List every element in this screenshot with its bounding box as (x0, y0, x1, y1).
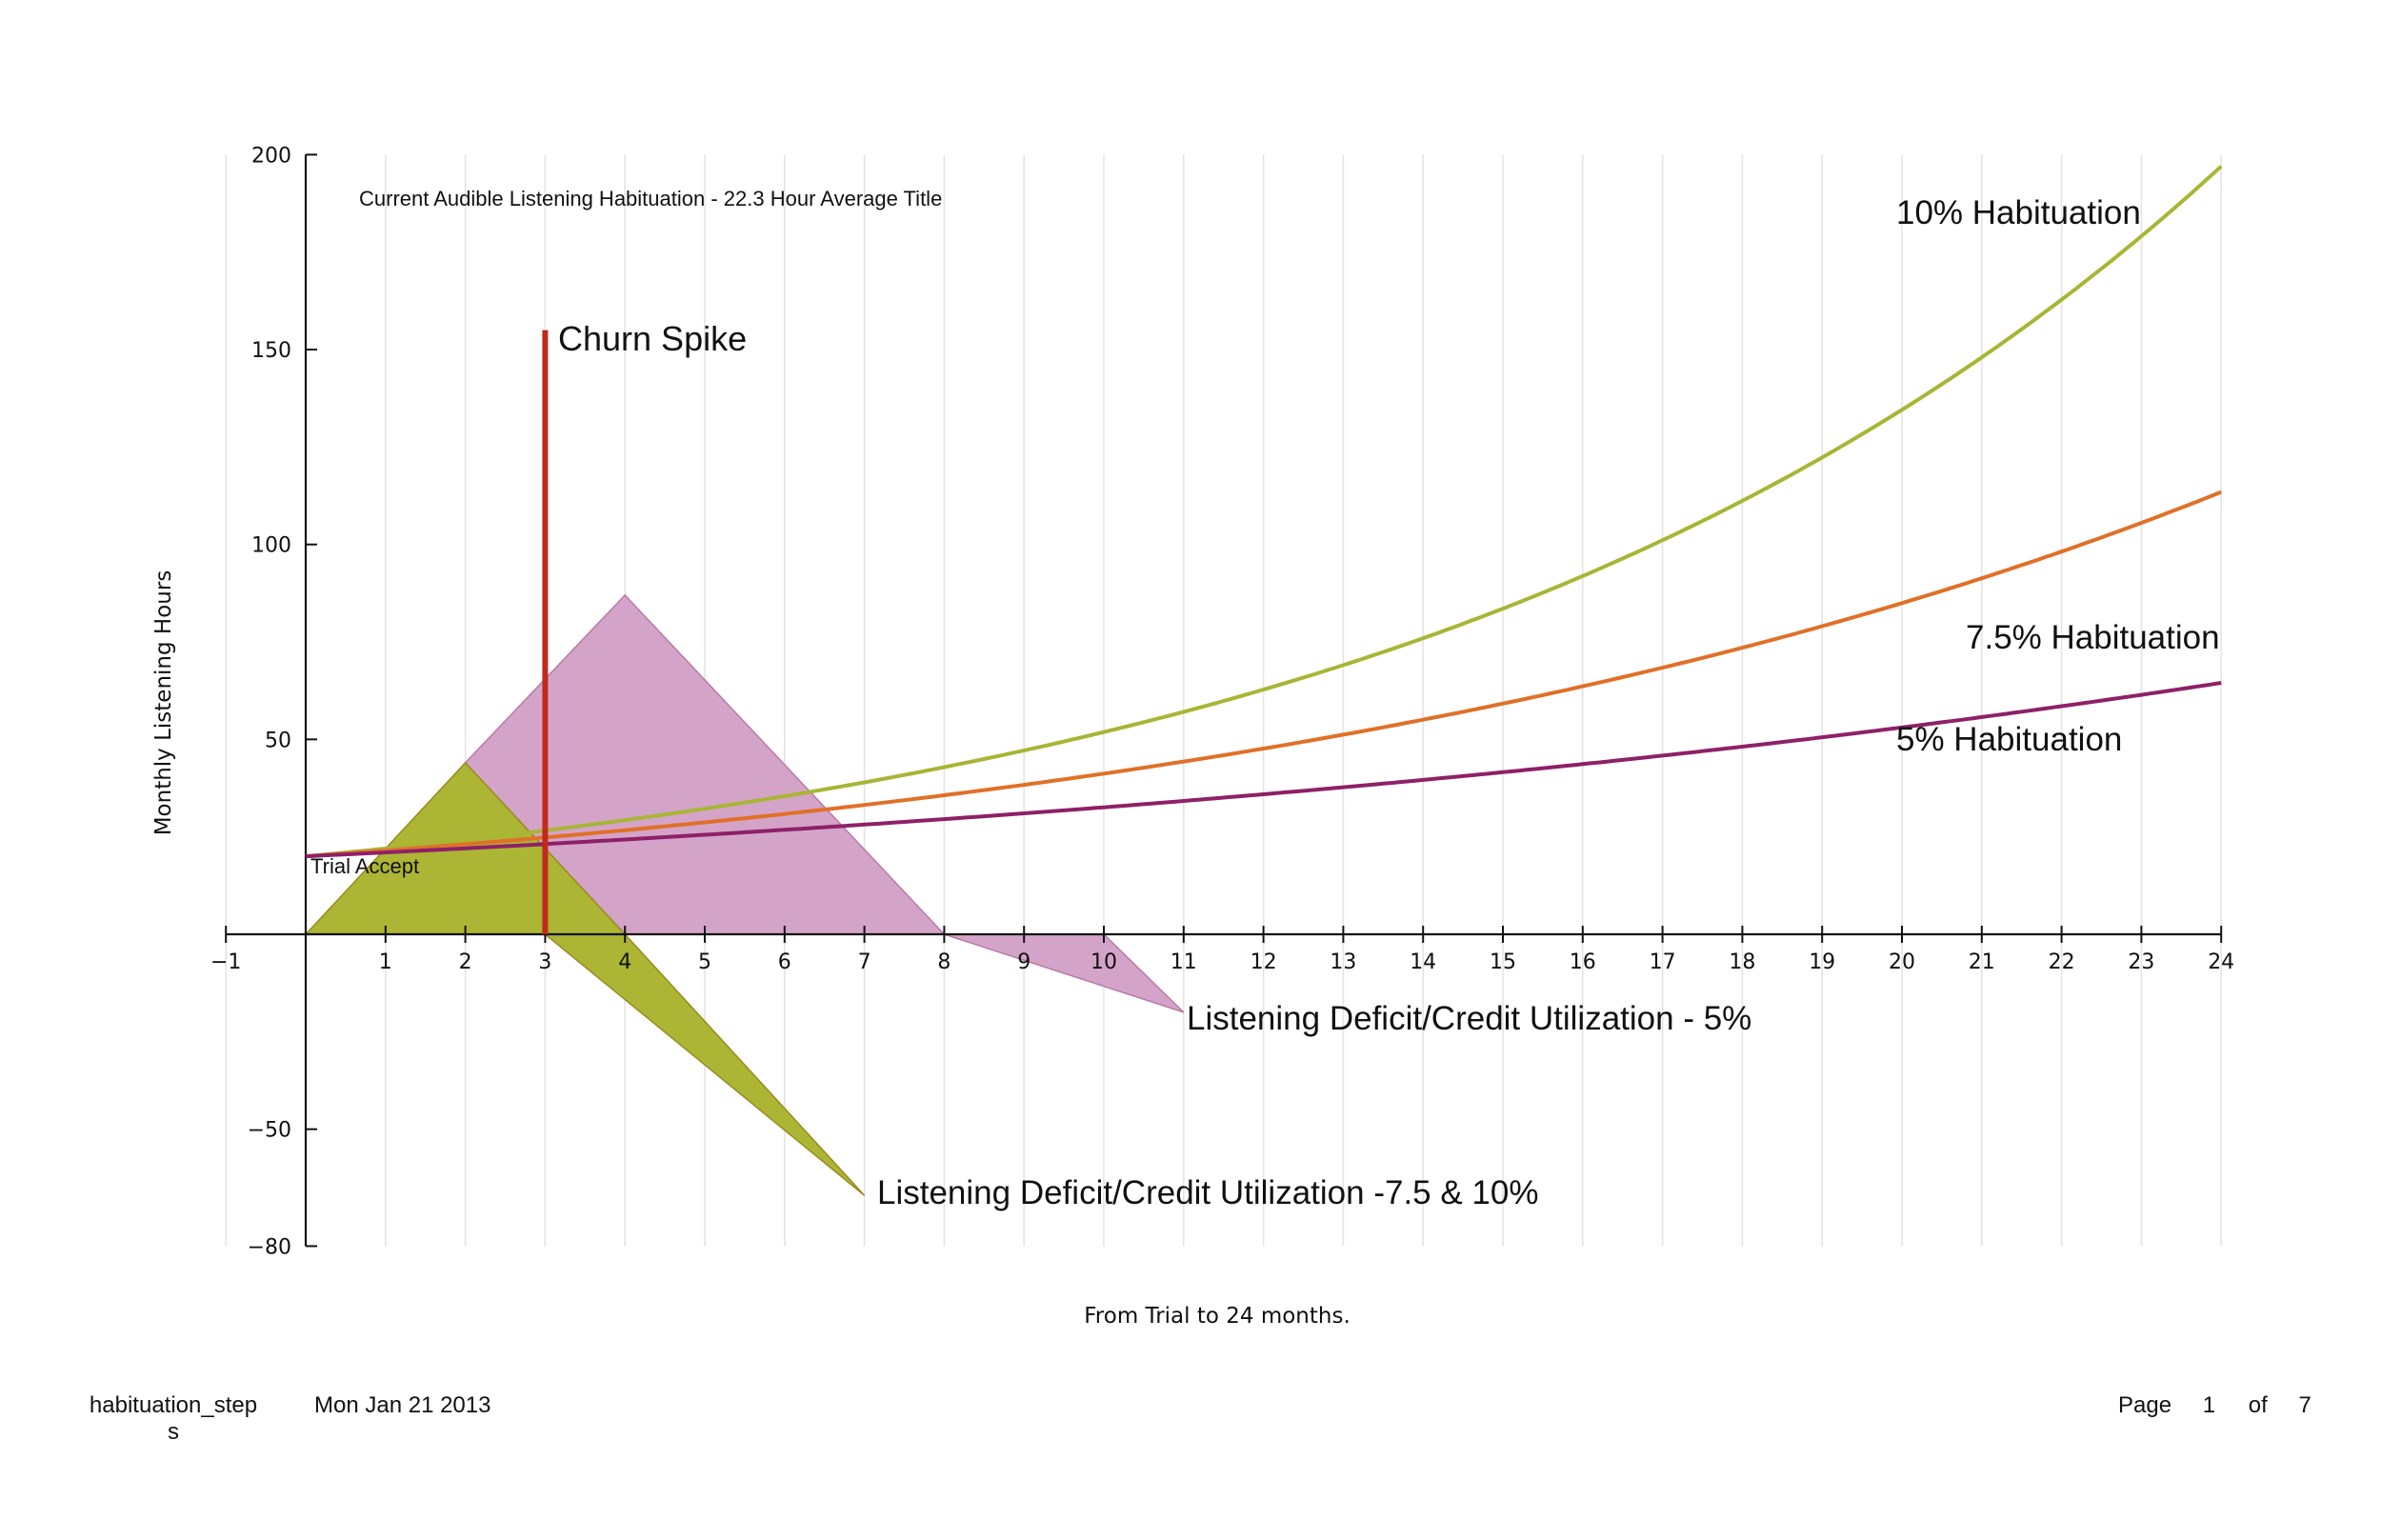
x-tick-label: 3 (538, 950, 551, 974)
y-tick-label: 100 (251, 534, 291, 558)
footer-filename: habituation_step s (88, 1392, 259, 1446)
x-tick-label: 10 (1090, 950, 1117, 974)
x-tick-label: 13 (1330, 950, 1356, 974)
y-tick-label: −80 (248, 1235, 291, 1259)
churn-spike-label: Churn Spike (558, 319, 747, 358)
x-tick-label: 11 (1170, 950, 1197, 974)
x-tick-label: 19 (1809, 950, 1835, 974)
x-tick-label: 1 (379, 950, 392, 974)
grid-lines (225, 154, 2222, 1247)
x-tick-label: −1 (210, 950, 241, 974)
y-tick-label: 150 (251, 339, 291, 363)
footer-filename-line1: habituation_step (89, 1392, 258, 1418)
y-tick-label: 200 (251, 144, 291, 168)
x-tick-label: 5 (698, 950, 711, 974)
series-line-5pct (305, 681, 2222, 859)
y-tick-label: 50 (265, 729, 291, 752)
x-tick-label: 8 (937, 950, 950, 974)
x-tick-label: 18 (1729, 950, 1755, 974)
footer-page-indicator: Page 1 of 7 (2118, 1392, 2311, 1419)
x-tick-label: 17 (1650, 950, 1676, 974)
x-axis-title: From Trial to 24 months. (1084, 1304, 1351, 1329)
series-line-10pct (305, 165, 2223, 859)
x-tick-label: 23 (2128, 950, 2154, 974)
axes (225, 153, 2223, 1248)
trial-accept-label: Trial Accept (310, 854, 419, 878)
page-current: 1 (2202, 1392, 2216, 1418)
x-tick-label: 21 (1969, 950, 1995, 974)
series-line-7-5pct (305, 490, 2222, 859)
labels: −1 1 2 3 4 5 6 7 8 9 10 11 12 13 14 15 16 17 18 19 20 21 22 23 2… (210, 144, 2234, 1259)
habituation-series (305, 165, 2223, 934)
area-label-7-5-10pct: Listening Deficit/Credit Utilization -7.… (877, 1174, 1538, 1211)
y-tick-label: −50 (248, 1119, 291, 1143)
series-label-10pct: 10% Habituation (1896, 194, 2141, 231)
x-tick-label: 14 (1410, 950, 1436, 974)
series-label-7-5pct: 7.5% Habituation (1966, 619, 2220, 656)
x-tick-label: 20 (1889, 950, 1915, 974)
series-label-5pct: 5% Habituation (1896, 721, 2122, 758)
page-of: of (2248, 1392, 2268, 1418)
x-tick-label: 22 (2049, 950, 2075, 974)
x-tick-label: 7 (858, 950, 871, 974)
x-tick-label: 9 (1017, 950, 1030, 974)
y-axis-title: Monthly Listening Hours (151, 570, 176, 836)
x-tick-label: 4 (618, 950, 631, 974)
deficit-areas (304, 593, 1185, 1196)
x-tick-label: 16 (1570, 950, 1596, 974)
page-total: 7 (2298, 1392, 2311, 1418)
page-label: Page (2118, 1392, 2172, 1418)
chart-title: Current Audible Listening Habituation - … (359, 187, 942, 210)
x-tick-label: 15 (1490, 950, 1516, 974)
x-tick-label: 12 (1251, 950, 1277, 974)
footer-filename-line2: s (168, 1419, 179, 1445)
x-tick-label: 24 (2208, 950, 2234, 974)
footer-date: Mon Jan 21 2013 (314, 1392, 491, 1418)
x-tick-label: 2 (459, 950, 472, 974)
x-tick-label: 6 (778, 950, 791, 974)
area-label-5pct: Listening Deficit/Credit Utilization - 5… (1187, 1000, 1751, 1037)
